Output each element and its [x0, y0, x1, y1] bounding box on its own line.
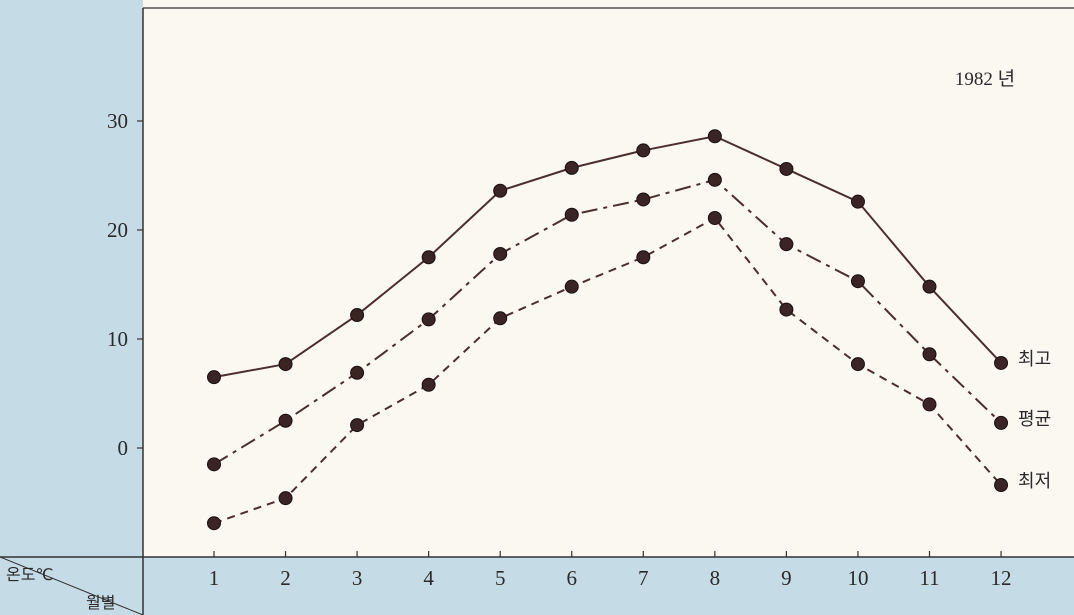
data-point [350, 308, 365, 323]
series-end-label: 최저 [1018, 471, 1051, 492]
x-tick-label: 7 [638, 566, 649, 590]
data-point [493, 246, 508, 261]
series-end-label: 평균 [1018, 409, 1051, 430]
data-point [707, 129, 722, 144]
data-point [421, 250, 436, 265]
x-tick-label: 2 [280, 566, 291, 590]
data-point [350, 365, 365, 380]
series-2: 평균 [207, 172, 1051, 472]
y-ticks: 0 10 20 30 [107, 109, 143, 460]
data-point [207, 516, 221, 531]
data-point [207, 370, 221, 385]
data-point [278, 491, 293, 506]
data-point [850, 194, 865, 209]
data-point [707, 172, 722, 187]
corner-bottom-label: 월별 [86, 593, 115, 612]
chart-year-label: 1982 년 [955, 68, 1015, 90]
data-point [994, 415, 1009, 430]
data-point [636, 192, 651, 207]
y-tick-label: 0 [118, 436, 129, 460]
x-axis-panel [143, 557, 1074, 615]
data-point [636, 143, 651, 158]
data-point [350, 418, 365, 433]
x-tick-label: 11 [919, 566, 939, 590]
data-point [278, 413, 293, 428]
x-tick-label: 9 [781, 566, 792, 590]
data-point [850, 274, 865, 289]
data-point [779, 302, 794, 317]
data-point [278, 357, 293, 372]
x-tick-label: 5 [495, 566, 506, 590]
data-point [779, 237, 794, 252]
x-tick-label: 4 [423, 566, 434, 590]
data-point [779, 161, 794, 176]
series-1: 최고 [207, 129, 1051, 385]
corner-divider [0, 556, 144, 615]
data-point [207, 457, 221, 472]
x-tick-label: 3 [352, 566, 363, 590]
y-tick-label: 10 [107, 327, 128, 351]
data-point [564, 160, 579, 175]
series-line [213, 178, 1002, 466]
y-tick-label: 30 [107, 109, 128, 133]
data-point [707, 211, 722, 226]
data-point [850, 357, 865, 372]
data-point [994, 478, 1009, 493]
x-tick-label: 12 [991, 566, 1012, 590]
data-point [994, 355, 1009, 370]
data-point [922, 347, 937, 362]
data-point [922, 397, 937, 412]
x-tick-label: 1 [209, 566, 220, 590]
data-point [922, 279, 937, 294]
data-point [493, 183, 508, 198]
x-ticks: 1 2 3 4 5 6 7 8 9 10 11 12 [209, 551, 1012, 590]
data-point [421, 377, 436, 392]
corner-top-label: 온도℃ [6, 565, 53, 584]
data-point [636, 250, 651, 265]
data-point [564, 279, 579, 294]
series-3: 최저 [207, 211, 1051, 531]
y-axis-panel [0, 0, 143, 615]
data-point [421, 312, 436, 327]
x-tick-label: 8 [710, 566, 721, 590]
x-tick-label: 6 [567, 566, 578, 590]
series-line [213, 216, 1002, 525]
series-end-label: 최고 [1018, 349, 1051, 370]
data-point [564, 207, 579, 222]
x-tick-label: 10 [847, 566, 868, 590]
series-line [213, 135, 1002, 379]
data-point [493, 311, 508, 326]
y-tick-label: 20 [107, 218, 128, 242]
